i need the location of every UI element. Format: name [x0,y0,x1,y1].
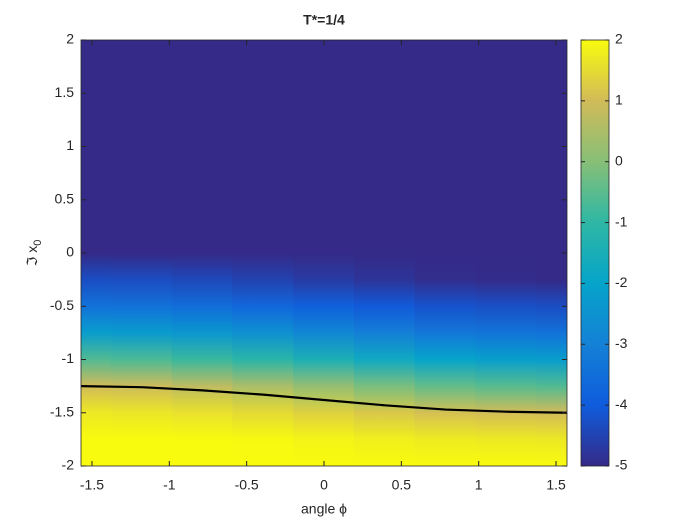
colorbar [580,39,610,467]
y-tick-label: 0 [66,244,74,260]
heatmap-column [110,40,173,466]
x-tick-label: 0 [320,477,328,493]
x-tick-label: -1 [163,477,176,493]
x-tick-label: 0.5 [392,477,412,493]
y-tick-label: 1.5 [55,84,75,100]
colorbar-tick-label: -4 [615,396,628,412]
y-tick-label: -1 [62,350,75,366]
y-axis-label: ℑ x0 [24,240,44,267]
colorbar-tick-label: -3 [615,335,628,351]
heatmap-column [536,40,567,466]
y-tick-label: -2 [62,457,75,473]
x-tick-label: 1.5 [546,477,566,493]
colorbar-tick-label: 1 [615,92,623,108]
contour-line [80,385,568,414]
colorbar-tick-label: -5 [615,457,628,473]
y-tick-label: 2 [66,31,74,47]
heatmap-column [353,40,416,466]
colorbar-tick-label: -1 [615,213,628,229]
y-tick-label: 0.5 [55,190,75,206]
heatmap [81,40,567,466]
heatmap-column [414,40,477,466]
x-tick-label: -1.5 [80,477,104,493]
heatmap-column [232,40,295,466]
y-axis-label-subscript: 0 [32,240,44,246]
heatmap-column [171,40,234,466]
y-tick-label: -1.5 [50,403,74,419]
colorbar-tick-label: -2 [615,274,628,290]
y-tick-label: -0.5 [50,297,74,313]
x-axis-label: angle ϕ [301,501,347,517]
x-tick-label: -0.5 [235,477,259,493]
y-axis-label-text: ℑ x [24,246,40,267]
chart-title: T*=1/4 [303,12,345,28]
heatmap-column [81,40,112,466]
y-tick-label: 1 [66,137,74,153]
x-tick-label: 1 [475,477,483,493]
heatmap-column [475,40,538,466]
heatmap-column [293,40,355,466]
colorbar-tick-label: 0 [615,152,623,168]
colorbar-tick-label: 2 [615,31,623,47]
